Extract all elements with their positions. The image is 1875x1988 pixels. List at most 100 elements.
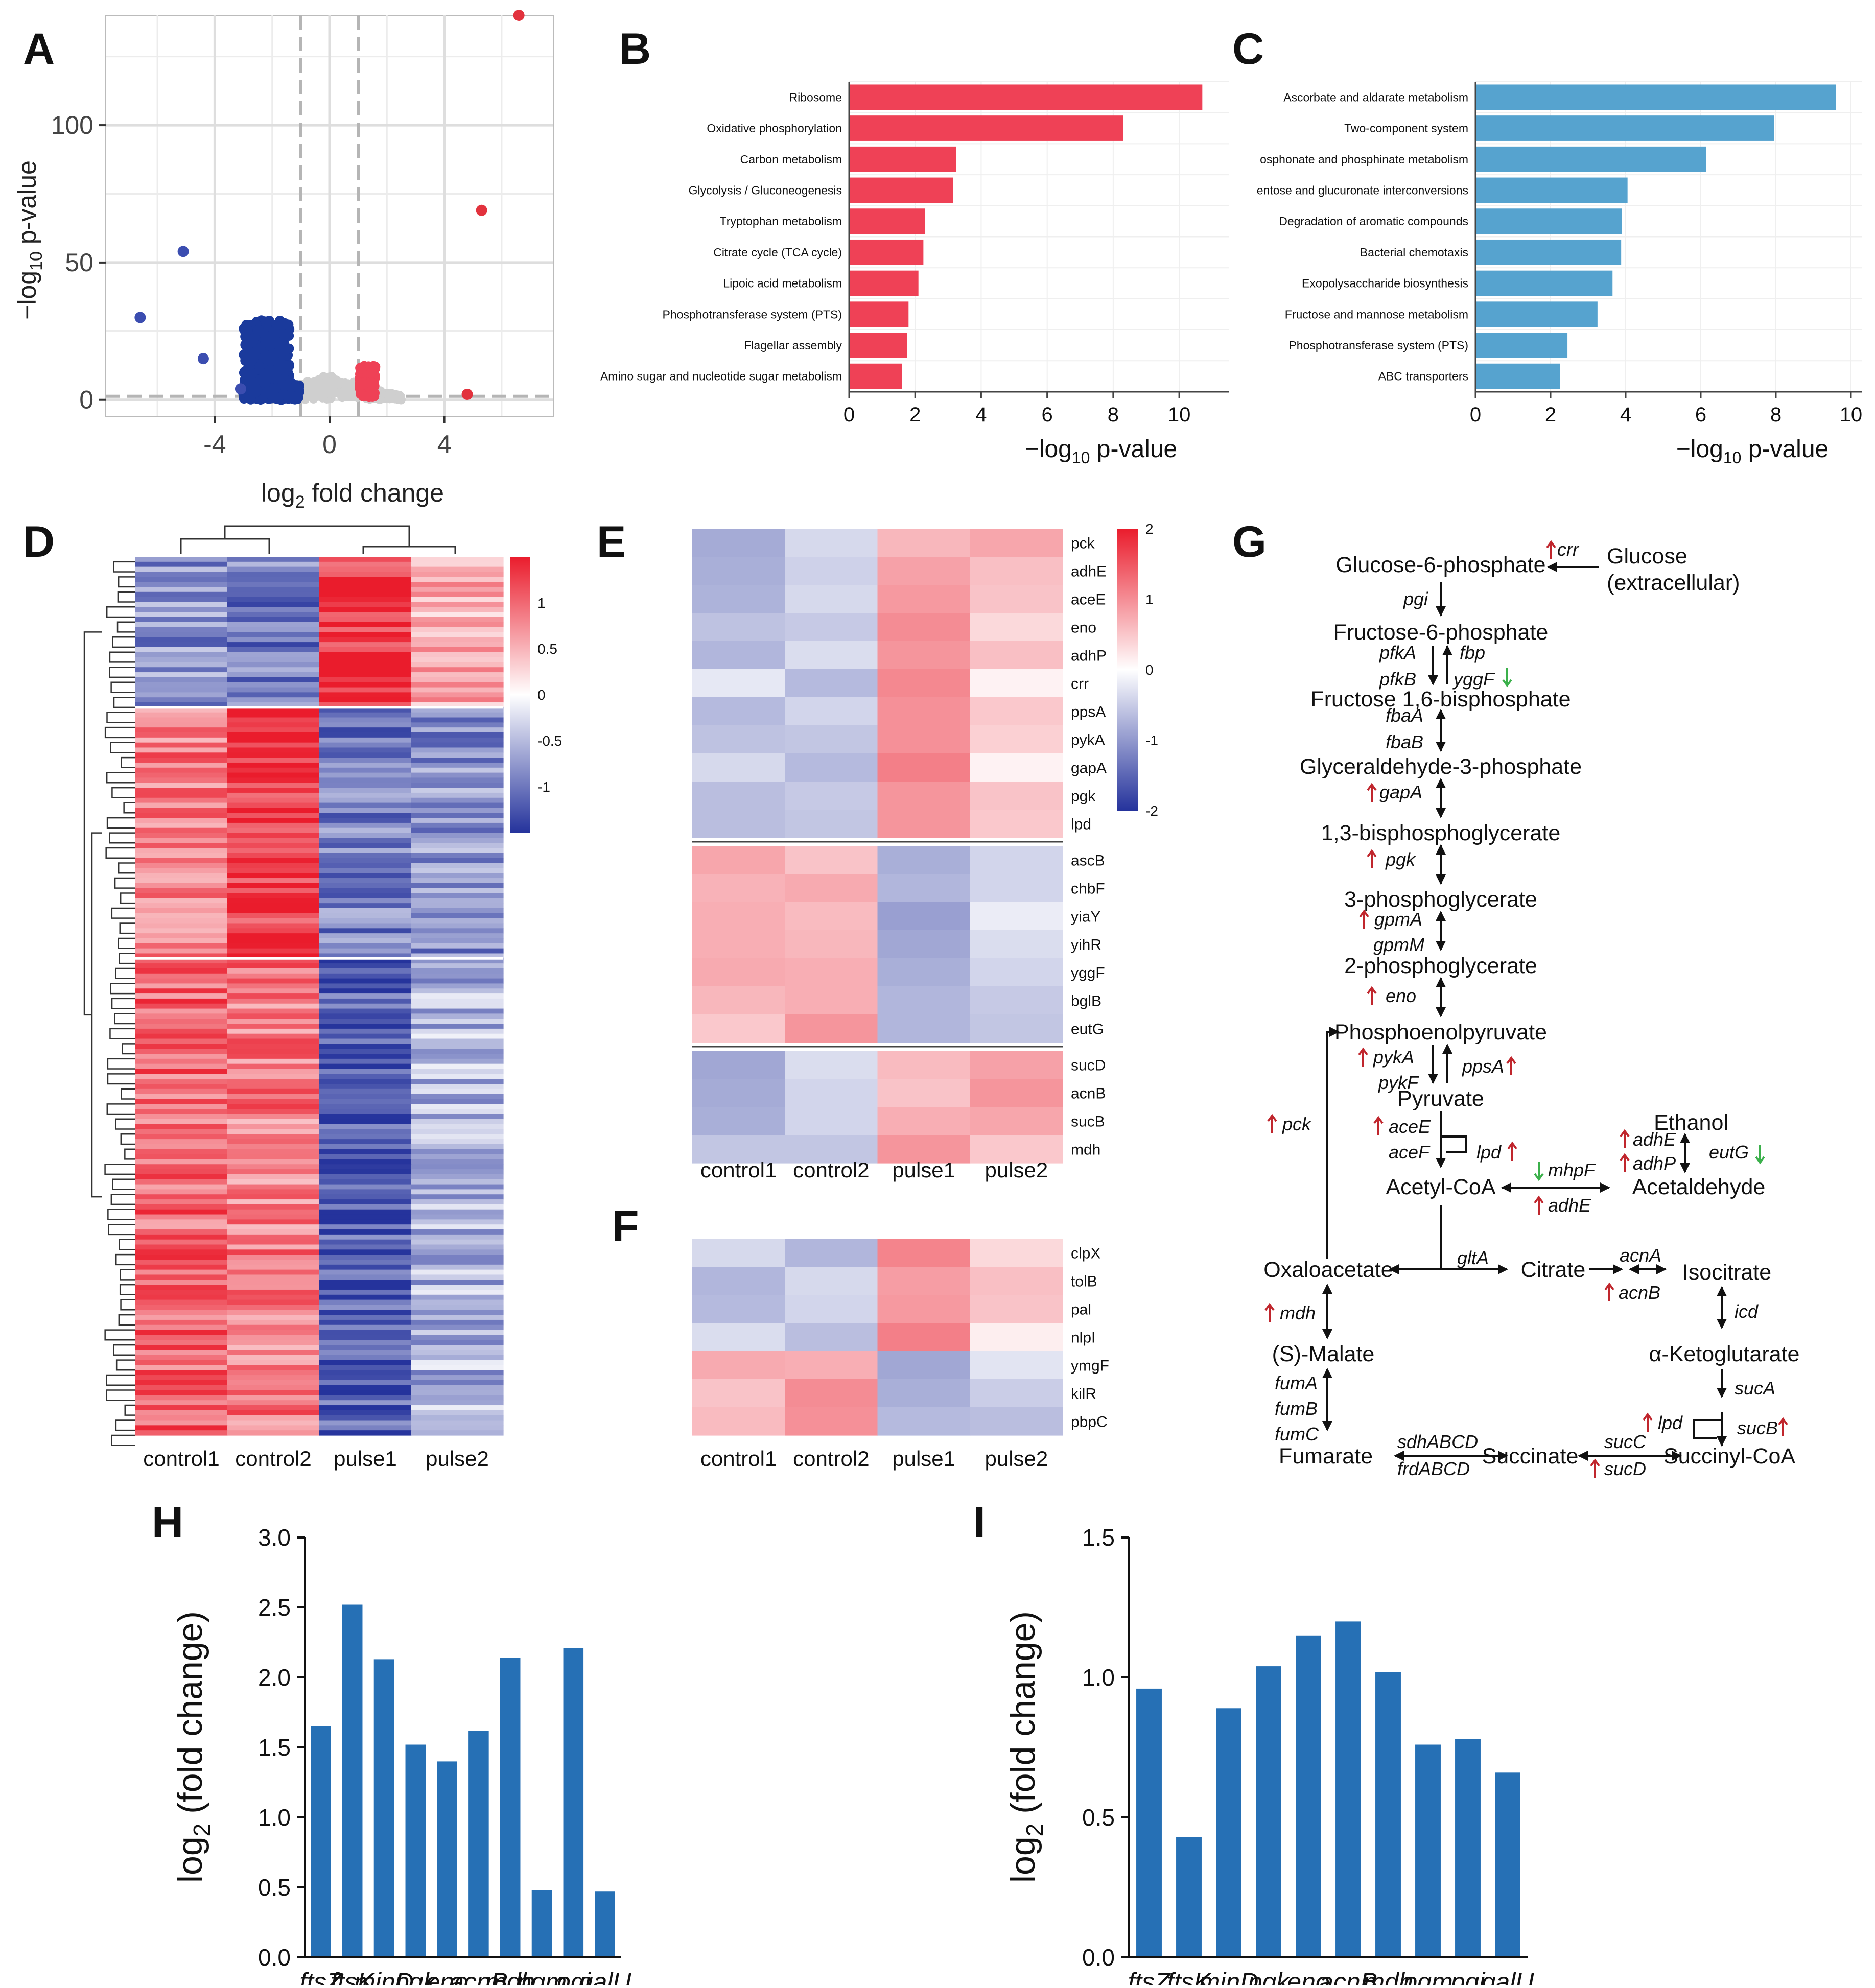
heatmap-d-dendro-leaf [109,666,135,678]
heatmap-d-dendro-leaf [118,576,135,588]
gene-pyka: pykA [1373,1047,1414,1068]
heatmap-d-cell [319,818,412,823]
heatmap-d-cell [135,873,228,879]
qpcr-xtick-label: eno [426,1968,468,1985]
bar-xtick-label: 8 [1770,404,1782,426]
pathway-succinate: Succinate [1482,1444,1579,1469]
heatmap-d-cell [135,727,228,733]
heatmap-d-cell [411,1174,504,1180]
bar-b-9 [849,363,902,389]
heatmap-d-dendro-leaf [115,1419,135,1431]
heatmap-d-cell [319,1280,412,1285]
heatmap-d-dendro-leaf [106,1389,135,1401]
heatmap-e-cell-acnB [785,1079,878,1107]
heatmap-d-cell [135,1269,228,1275]
heatmap-d-cell [319,722,412,728]
heatmap-d-cell [227,903,320,909]
heatmap-d-cell [319,1008,412,1014]
heatmap-d-cell [411,1159,504,1165]
heatmap-d-cell [319,1134,412,1140]
heatmap-d-cell [411,591,504,598]
heatmap-d-cell [227,732,320,738]
heatmap-d-cell [227,1019,320,1024]
heatmap-d-cell [227,1164,320,1170]
panel-letter-g: G [1232,517,1267,566]
up-arrow-pgk [1367,849,1377,868]
heatmap-d-cell [411,1154,504,1160]
heatmap-d-cell [135,938,228,944]
heatmap-e-cell-acnB [970,1079,1063,1107]
heatmap-d-cell [135,742,228,748]
heatmap-d-cell [227,1134,320,1140]
volcano-point-down [252,325,263,336]
heatmap-d-cell [135,1204,228,1210]
heatmap-d-cell [227,1269,320,1275]
heatmap-d-cell [135,903,228,909]
heatmap-e-row-acnB: acnB [1071,1085,1106,1102]
heatmap-e-row-eno: eno [1071,620,1096,636]
bar-label: Ribosome [789,90,842,104]
heatmap-d-cell [411,1375,504,1381]
heatmap-d-cell [319,1179,412,1185]
heatmap-d-cell [319,953,412,959]
heatmap-d-cell [227,1054,320,1059]
heatmap-d-cell [227,557,320,562]
heatmap-d-cell [135,762,228,768]
heatmap-d-cell [227,993,320,999]
heatmap-d-cell [227,948,320,954]
heatmap-d-cell [319,707,412,713]
heatmap-e-row-bglB: bglB [1071,993,1101,1010]
heatmap-f-cell-nlpI [785,1323,878,1352]
heatmap-d-cell [319,637,412,643]
heatmap-d-cell [227,898,320,904]
gene-pfka: pfkA [1379,642,1416,663]
heatmap-d-cell [135,752,228,758]
gene-fbp: fbp [1460,642,1485,663]
pathway-succinyl-coa: Succinyl-CoA [1663,1444,1795,1469]
pathway-glucose: Glucose [1607,544,1688,569]
heatmap-d-cell [411,802,504,809]
heatmap-d-cell [411,1385,504,1391]
heatmap-e-cell-gapA [785,753,878,782]
heatmap-d-cell [411,1430,504,1436]
heatmap-d-cell [227,1084,320,1090]
heatmap-d-cell [135,813,228,818]
heatmap-d-cell [319,1315,412,1320]
heatmap-d-cell [411,1069,504,1074]
heatmap-d-cell [227,1049,320,1054]
heatmap-d-dendro-leaf [106,1374,135,1386]
heatmap-d-cell [319,747,412,753]
gene-pfkb: pfkB [1379,669,1416,690]
heatmap-d-cell [411,1355,504,1361]
heatmap-d-cell [135,1144,228,1150]
heatmap-d-cell [135,1079,228,1084]
heatmap-d-cell [411,1104,504,1109]
heatmap-d-cell [227,788,320,793]
heatmap-e-colorbar [1117,529,1138,811]
qpcr-i-ylabel: log2 (fold change) [1003,1611,1048,1883]
volcano-xtick-label: 4 [437,430,452,459]
heatmap-e-row-pck: pck [1071,535,1095,552]
heatmap-d-cell [319,858,412,864]
pathway-extracellular: (extracellular) [1607,571,1740,595]
pathway-fumarate: Fumarate [1279,1444,1373,1469]
heatmap-d-cell [319,697,412,703]
heatmap-d-cell [135,1400,228,1406]
volcano-point-down [247,351,257,362]
heatmap-d-cell [411,1294,504,1300]
bar-label: Exopolysaccharide biosynthesis [1302,277,1468,290]
gene-acee: aceE [1389,1116,1431,1137]
heatmap-d-cell [411,1425,504,1431]
heatmap-d-cell [411,1013,504,1019]
heatmap-e-cell-lpd [970,810,1063,838]
qpcr-bar-mdh [500,1658,521,1957]
heatmap-d-legend-label: 0 [537,687,546,703]
qpcr-bar-galU [1495,1772,1520,1957]
heatmap-d-cell [227,632,320,637]
heatmap-d-cell [227,1184,320,1190]
heatmap-d-dendro-leaf [109,651,135,663]
volcano-point-down [276,320,287,330]
qpcr-bar-pgk [405,1744,426,1957]
heatmap-d-cell [411,1044,504,1049]
heatmap-d-cell [227,1013,320,1019]
